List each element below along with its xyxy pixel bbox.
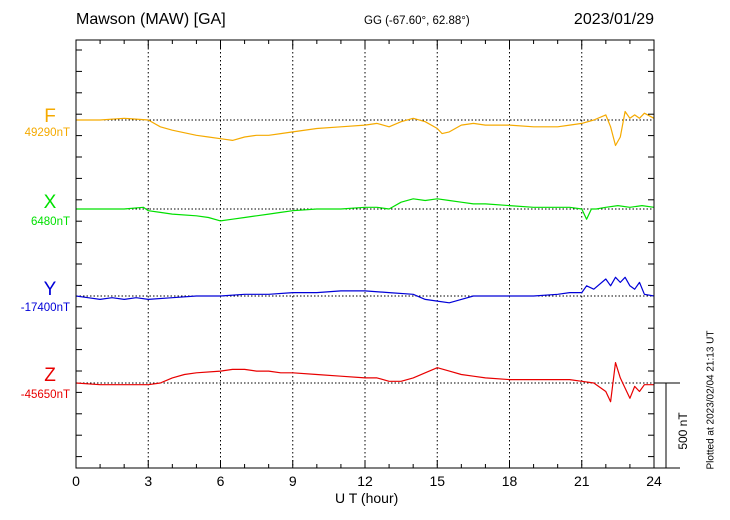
x-tick-label-15: 15: [429, 473, 446, 489]
x-tick-label-21: 21: [573, 473, 590, 489]
coordinates-label: GG (-67.60°, 62.88°): [364, 15, 470, 27]
trace-f: [76, 110, 655, 147]
x-tick-label-24: 24: [646, 473, 662, 489]
x-tick-label-3: 3: [144, 473, 153, 489]
data-traces: [75, 110, 655, 403]
baseline-label-z: -45650nT: [20, 389, 70, 401]
baseline-label-f: 49290nT: [24, 127, 70, 139]
component-label-y: Y: [43, 279, 57, 300]
date-label: 2023/01/29: [573, 11, 654, 28]
x-axis-label: U T (hour): [335, 490, 399, 506]
scale-bar: [654, 382, 680, 469]
scale-bar-label: 500 nT: [676, 412, 690, 450]
baseline-label-x: 6480nT: [30, 216, 70, 228]
x-tick-label-6: 6: [216, 473, 225, 489]
axis-ticks: [75, 40, 655, 468]
x-tick-label-12: 12: [357, 473, 373, 489]
baseline-label-y: -17400nT: [20, 302, 70, 314]
trace-z: [75, 362, 654, 403]
x-tick-label-0: 0: [72, 473, 80, 489]
trace-y: [75, 276, 655, 304]
station-title: Mawson (MAW) [GA]: [76, 11, 226, 28]
component-label-x: X: [43, 192, 57, 213]
component-label-f: F: [44, 106, 56, 127]
plotted-timestamp: Plotted at 2023/02/04 21:13 UT: [705, 330, 717, 470]
x-tick-label-9: 9: [288, 473, 297, 489]
trace-x: [76, 198, 655, 222]
grid-lines: [147, 40, 583, 468]
component-label-z: Z: [44, 365, 56, 386]
baseline-lines: [76, 119, 654, 384]
x-tick-label-18: 18: [501, 473, 518, 489]
